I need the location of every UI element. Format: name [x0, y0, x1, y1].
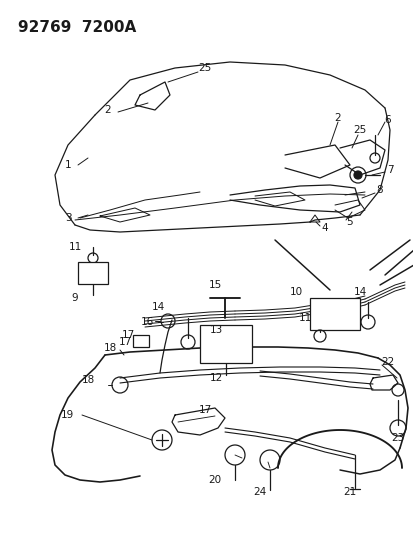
Text: 24: 24: [253, 487, 266, 497]
Text: 4: 4: [321, 223, 328, 233]
Text: 5: 5: [346, 217, 352, 227]
Text: 19: 19: [60, 410, 74, 420]
Text: 23: 23: [390, 433, 404, 443]
Text: 11: 11: [68, 242, 81, 252]
Circle shape: [353, 171, 361, 179]
Text: 13: 13: [209, 325, 222, 335]
Text: 21: 21: [342, 487, 356, 497]
Bar: [133, 335, 149, 347]
Text: 11: 11: [298, 313, 311, 323]
Text: 7: 7: [386, 165, 392, 175]
Text: 17: 17: [198, 405, 211, 415]
Text: 6: 6: [384, 115, 390, 125]
Text: 25: 25: [198, 63, 211, 73]
Text: 25: 25: [353, 125, 366, 135]
Text: 18: 18: [81, 375, 95, 385]
Text: 22: 22: [380, 357, 394, 367]
Text: 20: 20: [208, 475, 221, 485]
Text: 92769  7200A: 92769 7200A: [18, 20, 136, 35]
Bar: [309, 298, 359, 330]
Text: 2: 2: [104, 105, 111, 115]
Bar: [199, 325, 252, 363]
Text: 9: 9: [71, 293, 78, 303]
Text: 2: 2: [334, 113, 340, 123]
Text: 14: 14: [151, 302, 164, 312]
Text: 14: 14: [353, 287, 366, 297]
Text: 17: 17: [118, 337, 131, 347]
Text: 1: 1: [64, 160, 71, 170]
Text: 12: 12: [209, 373, 222, 383]
Text: 16: 16: [140, 317, 153, 327]
Text: 3: 3: [64, 213, 71, 223]
Text: 18: 18: [103, 343, 116, 353]
Text: 8: 8: [376, 185, 382, 195]
Text: 15: 15: [208, 280, 221, 290]
Text: 17: 17: [121, 330, 134, 340]
Bar: [78, 262, 108, 284]
Text: 10: 10: [289, 287, 302, 297]
